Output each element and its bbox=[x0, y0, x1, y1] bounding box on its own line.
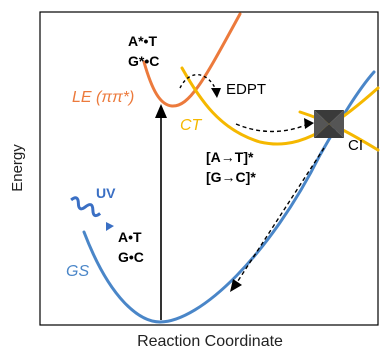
edpt-arrow bbox=[179, 74, 217, 91]
ci-marker-icon bbox=[314, 110, 344, 138]
ci-label: CI bbox=[348, 137, 363, 154]
y-axis-label: Energy bbox=[9, 144, 26, 192]
uv-wave-icon bbox=[70, 196, 102, 218]
x-axis-label: Reaction Coordinate bbox=[137, 333, 283, 350]
uv-label: UV bbox=[96, 185, 116, 201]
edpt-arrowhead bbox=[211, 88, 221, 98]
excited-pair-label-1: A*•T bbox=[128, 33, 157, 49]
ct-pair-label-2: [G→C]* bbox=[206, 169, 256, 185]
uv-arrowhead bbox=[106, 222, 114, 231]
le-label: LE (ππ*) bbox=[72, 89, 134, 106]
plot-frame bbox=[39, 11, 379, 326]
ct-to-ci-arrow bbox=[235, 123, 309, 133]
le-curve bbox=[142, 12, 242, 108]
gs-label: GS bbox=[66, 263, 89, 280]
ct-to-ci-arrowhead bbox=[304, 118, 314, 129]
ground-pair-label-1: A•T bbox=[118, 229, 142, 245]
ground-pair-label-2: G•C bbox=[118, 249, 144, 265]
excited-pair-label-2: G*•C bbox=[128, 53, 159, 69]
ci-to-gs-arrowhead bbox=[230, 279, 242, 292]
ct-label: CT bbox=[180, 117, 203, 134]
gs-curve bbox=[82, 70, 376, 324]
edpt-label: EDPT bbox=[226, 81, 266, 98]
excitation-arrowhead bbox=[155, 104, 167, 118]
ci-to-gs-arrow bbox=[235, 147, 325, 285]
ct-pair-label-1: [A→T]* bbox=[206, 149, 254, 165]
